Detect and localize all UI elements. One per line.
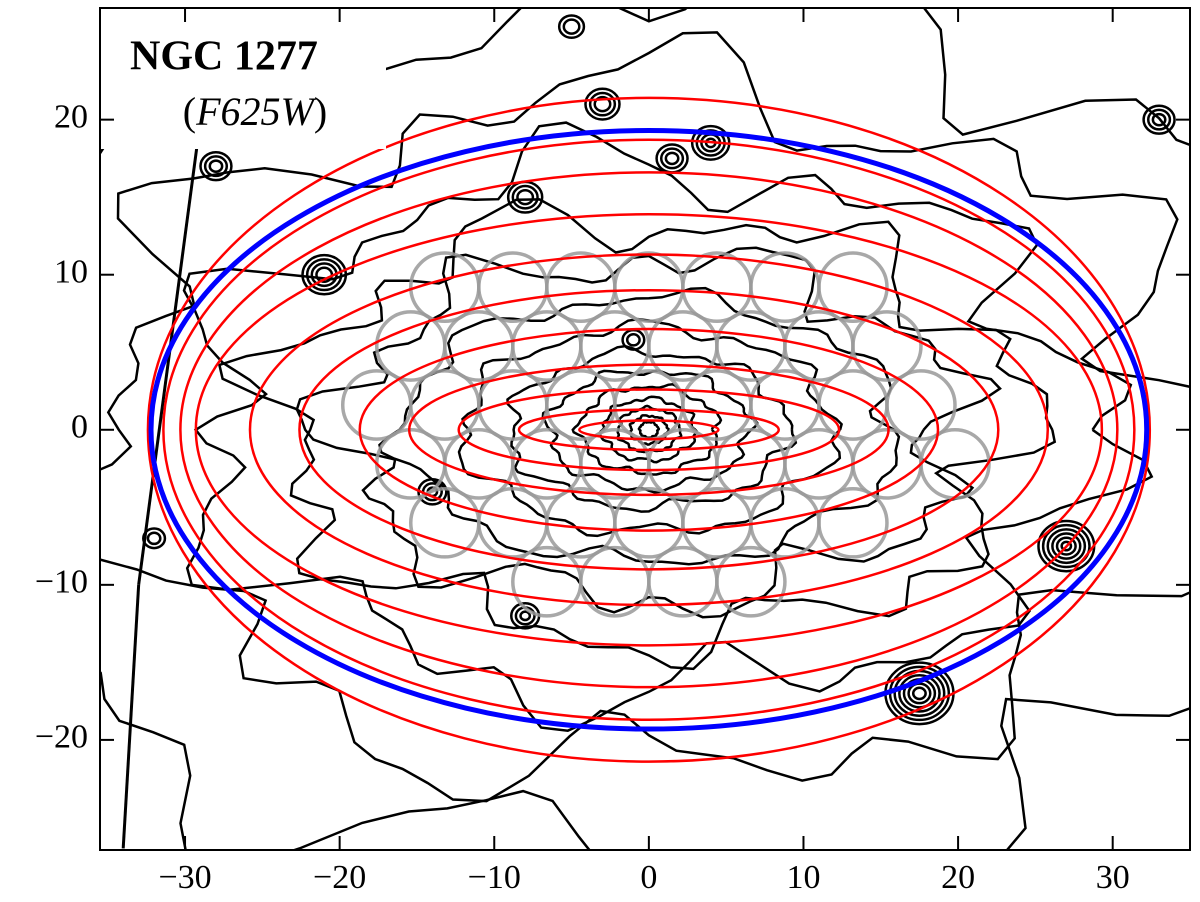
star-contour	[659, 147, 685, 170]
star-contour	[1147, 108, 1172, 131]
fiber	[783, 428, 855, 500]
star-contour	[625, 333, 641, 347]
isophote	[457, 388, 841, 472]
fiber	[545, 251, 617, 323]
star-contour	[593, 95, 612, 113]
contour	[571, 383, 723, 476]
isophote	[179, 171, 1119, 689]
isophote	[298, 288, 1000, 571]
star-contour	[1142, 104, 1176, 135]
fiber	[749, 251, 821, 323]
isophote	[248, 253, 1050, 607]
edge-contour	[121, 584, 141, 849]
chart-subtitle: (F625W)	[183, 89, 327, 134]
fiber	[579, 310, 651, 382]
isophote	[358, 327, 940, 532]
plot-frame	[99, 7, 1191, 851]
y-tick-label: 20	[54, 98, 88, 135]
contour	[217, 198, 1057, 671]
star-contour	[621, 328, 646, 351]
axes: −30 −20 −10 0 10 20 30 −20 −10 0 10 20	[35, 8, 1190, 896]
y-tick-label: −10	[35, 564, 88, 601]
star-contour	[146, 531, 162, 546]
star-contour	[1046, 528, 1087, 565]
contour	[506, 344, 798, 513]
x-tick-label: −20	[313, 859, 366, 896]
star-contour	[199, 150, 233, 182]
fiber	[715, 545, 787, 618]
star-contour	[557, 14, 586, 40]
fiber	[613, 486, 685, 559]
star-contour	[208, 159, 224, 173]
star-contour	[519, 610, 532, 622]
fiber	[409, 369, 481, 441]
subtitle-part: (	[183, 89, 196, 134]
fiber	[443, 428, 515, 500]
y-tick-label: −20	[35, 719, 88, 756]
fiber	[817, 251, 889, 323]
fiber	[477, 251, 549, 323]
star-contour	[1041, 523, 1091, 569]
isophote	[194, 212, 1104, 647]
fiber	[613, 251, 685, 323]
isophote	[407, 363, 890, 497]
isophote	[517, 408, 780, 452]
subtitle-part: )	[314, 89, 327, 134]
isophote	[162, 138, 1136, 721]
star-contour	[516, 188, 535, 206]
fiber	[340, 369, 413, 441]
star-contour	[911, 686, 927, 701]
fits	[146, 96, 1152, 763]
star-contour	[1055, 536, 1077, 556]
fiber	[647, 310, 719, 382]
star-contour	[203, 155, 229, 178]
isophote	[146, 96, 1152, 763]
x-tick-label: −30	[158, 859, 211, 896]
star-contour	[301, 253, 348, 296]
isophote	[578, 419, 720, 441]
edge-contour	[168, 119, 202, 353]
contour	[100, 31, 1190, 803]
x-tick-label: 10	[786, 859, 820, 896]
star-contour	[898, 673, 941, 713]
star-contour	[1051, 532, 1082, 560]
subtitle-part: F625W	[195, 89, 317, 134]
label-box	[101, 9, 386, 149]
x-tick-label: −10	[468, 859, 521, 896]
star-contour	[1060, 540, 1073, 552]
fiber	[885, 369, 957, 441]
fiber	[851, 310, 923, 382]
star-contour	[664, 151, 680, 166]
contour	[628, 414, 671, 446]
star-contour	[1151, 112, 1167, 127]
x-tick-label: 20	[941, 859, 975, 896]
fiber	[681, 251, 753, 323]
fiber	[817, 486, 889, 559]
star-contour	[562, 18, 581, 35]
boundary-ellipse	[148, 128, 1150, 732]
contour	[637, 420, 661, 440]
star-contour	[584, 87, 621, 121]
chart-title: NGC 1277	[130, 34, 318, 80]
y-tick-label: 10	[54, 254, 88, 291]
y-tick-label: 0	[71, 409, 88, 446]
star-contour	[588, 91, 617, 117]
fiber	[511, 545, 583, 618]
x-tick-label: 0	[640, 859, 657, 896]
x-tick-label: 30	[1096, 859, 1130, 896]
star-contour	[305, 258, 343, 292]
star-contour	[142, 527, 167, 550]
star-contour	[511, 184, 539, 210]
